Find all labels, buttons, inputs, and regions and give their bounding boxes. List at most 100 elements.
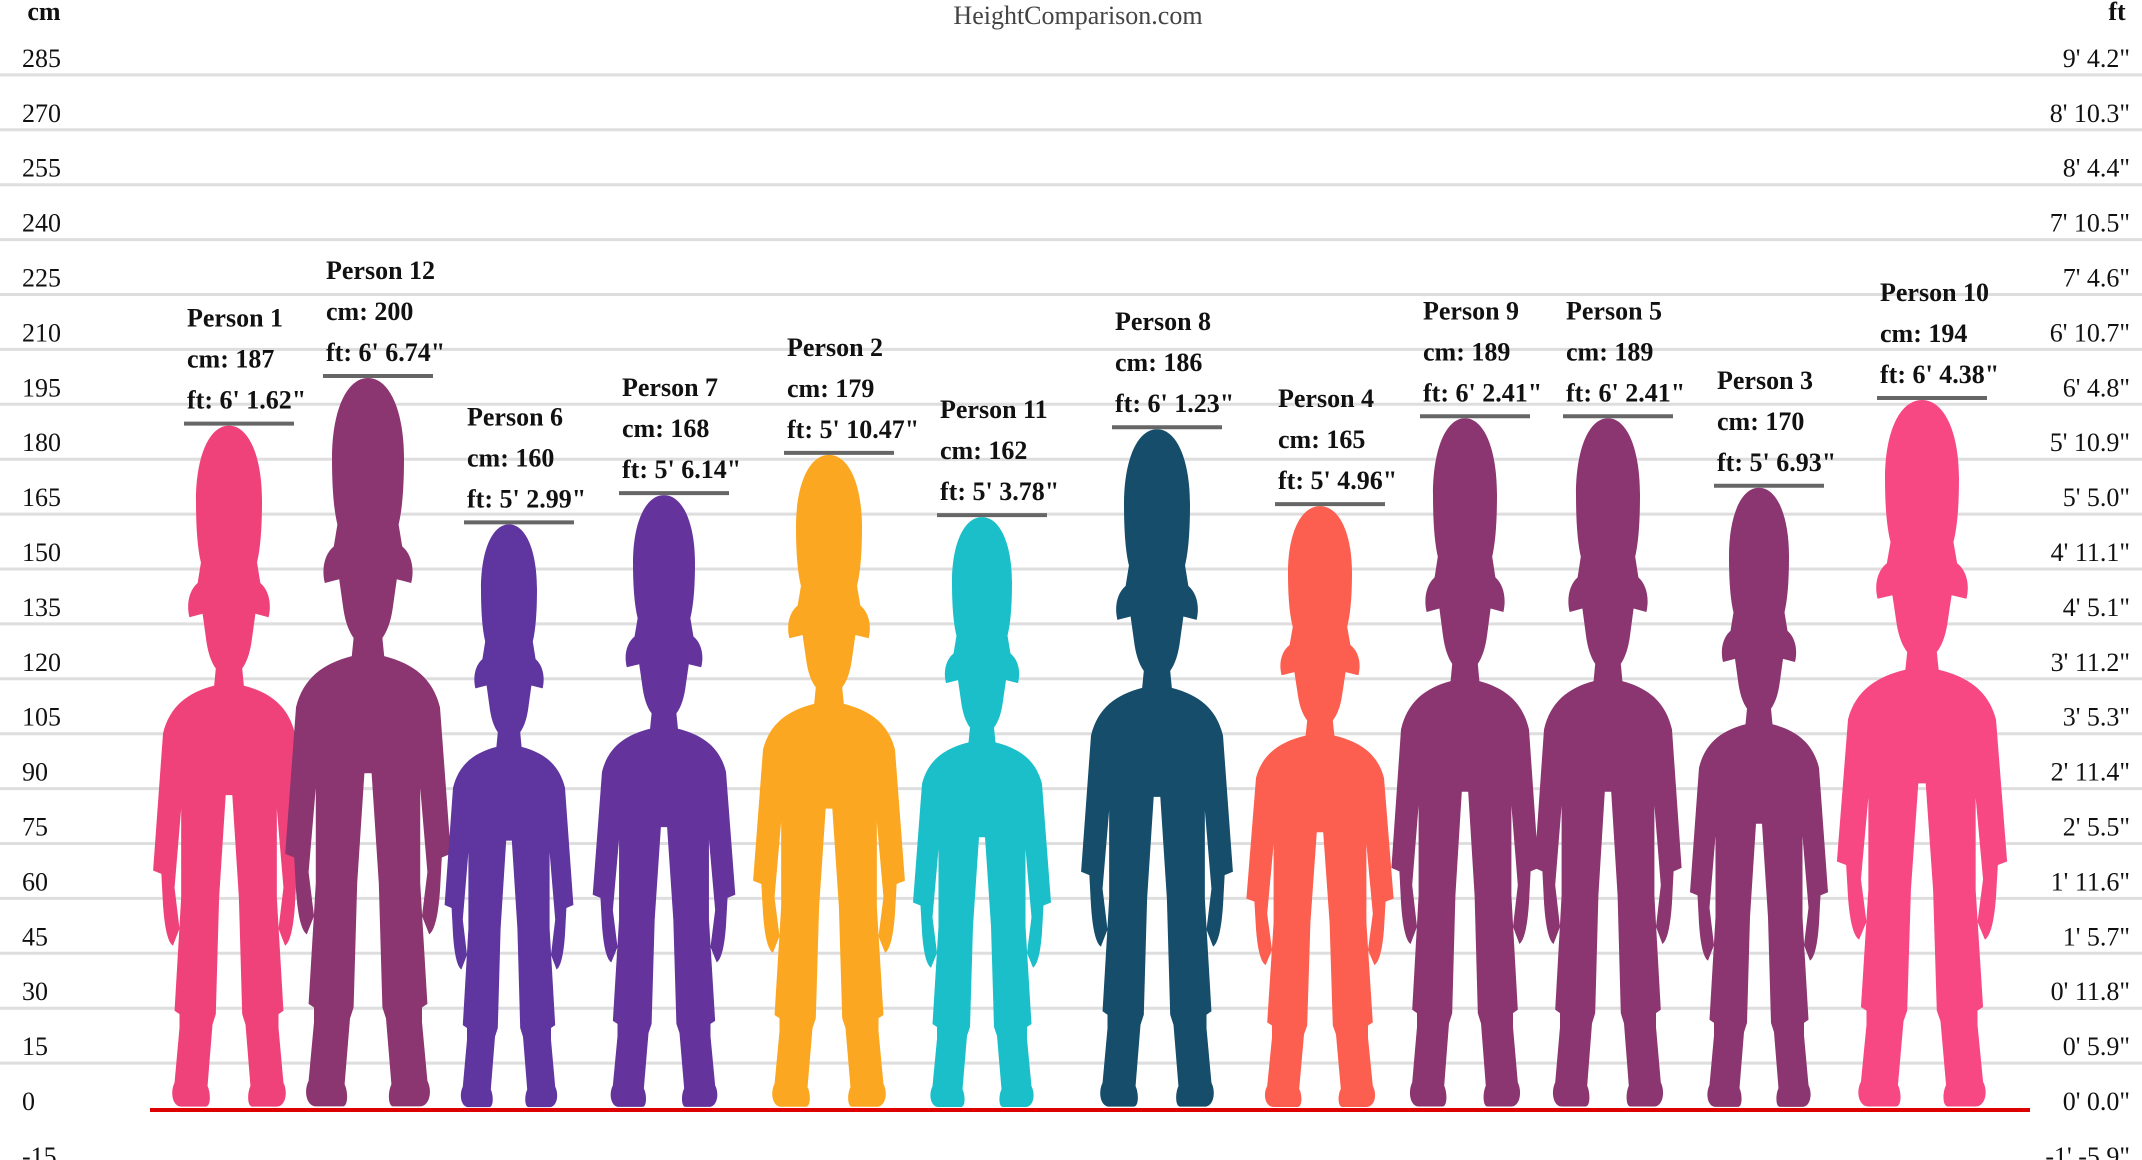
person-cm-label: cm: 189: [1566, 337, 1653, 366]
cm-tick-label: 210: [22, 318, 61, 347]
person-silhouette: [1690, 487, 1828, 1107]
person-name-label: Person 4: [1278, 384, 1374, 413]
ft-tick-label: 0' 11.8": [2051, 977, 2130, 1006]
person-cm-label: cm: 165: [1278, 425, 1365, 454]
people-silhouettes: Person 1 cm: 187 ft: 6' 1.62" Person 12 cm: …: [153, 256, 2008, 1108]
person-silhouette: [1081, 429, 1233, 1107]
cm-tick-label: 225: [22, 264, 61, 293]
person-cm-label: cm: 187: [187, 345, 274, 374]
cm-tick-label: 165: [22, 483, 61, 512]
person-silhouette: [592, 495, 736, 1107]
person-name-label: Person 5: [1566, 296, 1662, 325]
ft-tick-label: 6' 4.8": [2063, 373, 2130, 402]
person-cm-label: cm: 170: [1717, 407, 1804, 436]
cm-tick-label: 90: [22, 758, 48, 787]
ft-tick-label: 5' 5.0": [2063, 483, 2130, 512]
person-cm-label: cm: 160: [467, 443, 554, 472]
person-figure: Person 6 cm: 160 ft: 5' 2.99": [444, 402, 586, 1108]
person-ft-label: ft: 6' 1.62": [187, 386, 306, 415]
ft-tick-label: 3' 5.3": [2063, 703, 2130, 732]
person-figure: Person 8 cm: 186 ft: 6' 1.23": [1081, 307, 1234, 1107]
ft-tick-label: 6' 10.7": [2050, 318, 2130, 347]
ft-tick-label: 9' 4.2": [2063, 44, 2130, 73]
person-figure: Person 1 cm: 187 ft: 6' 1.62": [153, 304, 306, 1107]
person-cm-label: cm: 168: [622, 414, 709, 443]
person-ft-label: ft: 5' 10.47": [787, 415, 919, 444]
cm-tick-label: 30: [22, 977, 48, 1006]
cm-axis: 2852702552402252101951801651501351201059…: [22, 44, 61, 1160]
person-ft-label: ft: 6' 1.23": [1115, 389, 1234, 418]
person-cm-label: cm: 179: [787, 374, 874, 403]
person-figure: Person 4 cm: 165 ft: 5' 4.96": [1246, 384, 1397, 1107]
person-name-label: Person 8: [1115, 307, 1211, 336]
cm-tick-label: -15: [22, 1142, 57, 1160]
person-name-label: Person 1: [187, 304, 283, 333]
person-name-label: Person 12: [326, 256, 435, 285]
person-name-label: Person 11: [940, 395, 1048, 424]
cm-unit-label: cm: [27, 0, 61, 26]
person-figure: Person 11 cm: 162 ft: 5' 3.78": [913, 395, 1059, 1108]
cm-tick-label: 15: [22, 1032, 48, 1061]
person-name-label: Person 6: [467, 402, 563, 431]
ft-tick-label: 0' 0.0": [2063, 1087, 2130, 1116]
ft-tick-label: 2' 11.4": [2051, 758, 2130, 787]
cm-tick-label: 255: [22, 154, 61, 183]
ft-tick-label: 5' 10.9": [2050, 428, 2130, 457]
ft-tick-label: -1' -5.9": [2045, 1142, 2130, 1160]
cm-tick-label: 60: [22, 867, 48, 896]
person-name-label: Person 7: [622, 373, 718, 402]
person-cm-label: cm: 200: [326, 297, 413, 326]
person-cm-label: cm: 186: [1115, 348, 1202, 377]
person-ft-label: ft: 6' 6.74": [326, 338, 445, 367]
ft-tick-label: 1' 5.7": [2063, 922, 2130, 951]
watermark: HeightComparison.com: [953, 1, 1202, 30]
person-silhouette: [1836, 399, 2008, 1107]
ft-tick-label: 3' 11.2": [2051, 648, 2130, 677]
ft-tick-label: 4' 5.1": [2063, 593, 2130, 622]
ft-tick-label: 2' 5.5": [2063, 813, 2130, 842]
cm-tick-label: 45: [22, 922, 48, 951]
person-silhouette: [285, 378, 451, 1107]
person-cm-label: cm: 162: [940, 436, 1027, 465]
cm-tick-label: 270: [22, 99, 61, 128]
person-figure: Person 9 cm: 189 ft: 6' 2.41": [1391, 296, 1542, 1107]
person-figure: Person 3 cm: 170 ft: 5' 6.93": [1690, 366, 1836, 1107]
person-name-label: Person 3: [1717, 366, 1813, 395]
person-silhouette: [444, 524, 574, 1108]
cm-tick-label: 180: [22, 428, 61, 457]
person-name-label: Person 2: [787, 333, 883, 362]
cm-tick-label: 135: [22, 593, 61, 622]
person-ft-label: ft: 5' 6.93": [1717, 448, 1836, 477]
person-ft-label: ft: 6' 2.41": [1423, 378, 1542, 407]
person-figure: Person 10 cm: 194 ft: 6' 4.38": [1836, 278, 2008, 1107]
person-silhouette: [1534, 418, 1682, 1107]
person-figure: Person 5 cm: 189 ft: 6' 2.41": [1534, 296, 1685, 1107]
ft-tick-label: 7' 10.5": [2050, 209, 2130, 238]
person-figure: Person 12 cm: 200 ft: 6' 6.74": [285, 256, 451, 1107]
cm-tick-label: 240: [22, 209, 61, 238]
cm-tick-label: 0: [22, 1087, 35, 1116]
ft-tick-label: 8' 4.4": [2063, 154, 2130, 183]
person-figure: Person 2 cm: 179 ft: 5' 10.47": [753, 333, 919, 1107]
cm-tick-label: 120: [22, 648, 61, 677]
person-silhouette: [153, 425, 305, 1107]
person-silhouette: [1246, 506, 1394, 1107]
person-ft-label: ft: 6' 2.41": [1566, 378, 1685, 407]
person-ft-label: ft: 5' 4.96": [1278, 466, 1397, 495]
ft-tick-label: 8' 10.3": [2050, 99, 2130, 128]
person-cm-label: cm: 189: [1423, 337, 1510, 366]
person-ft-label: ft: 6' 4.38": [1880, 360, 1999, 389]
person-name-label: Person 9: [1423, 296, 1519, 325]
person-name-label: Person 10: [1880, 278, 1989, 307]
cm-tick-label: 285: [22, 44, 61, 73]
cm-tick-label: 195: [22, 373, 61, 402]
ft-tick-label: 4' 11.1": [2051, 538, 2130, 567]
ft-tick-label: 7' 4.6": [2063, 264, 2130, 293]
person-ft-label: ft: 5' 3.78": [940, 477, 1059, 506]
cm-tick-label: 75: [22, 813, 48, 842]
person-cm-label: cm: 194: [1880, 319, 1967, 348]
person-silhouette: [753, 454, 905, 1107]
ft-tick-label: 0' 5.9": [2063, 1032, 2130, 1061]
cm-tick-label: 105: [22, 703, 61, 732]
